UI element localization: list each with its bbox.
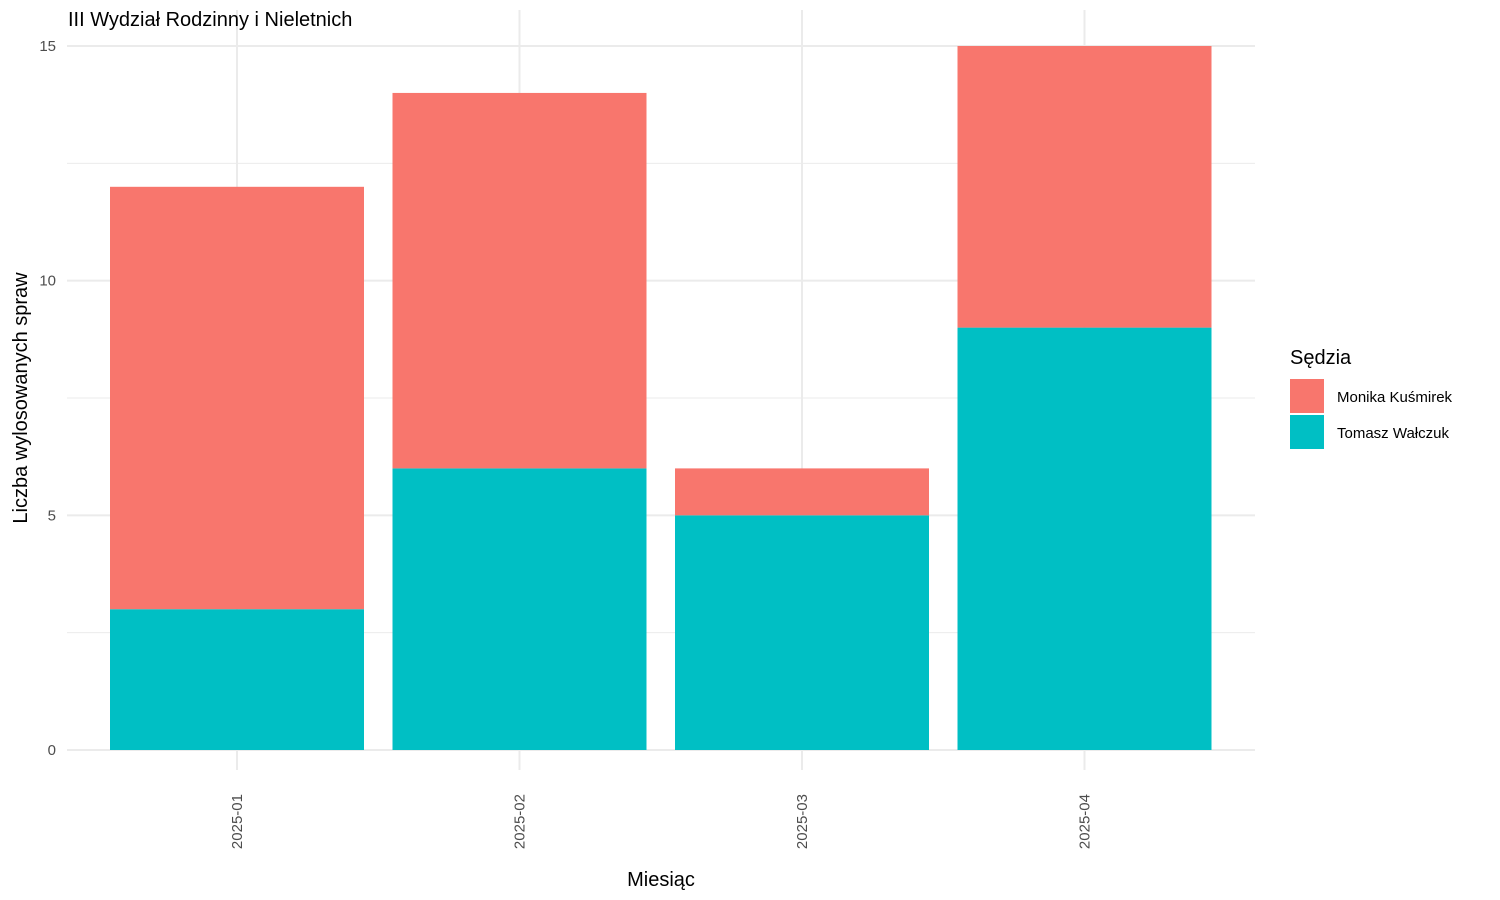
legend-items: Monika Kuśmirek Tomasz Wałczuk — [1290, 379, 1453, 449]
y-axis-ticks: 0 5 10 15 — [39, 38, 56, 759]
bar-segment — [675, 468, 929, 516]
legend-label: Monika Kuśmirek — [1337, 389, 1453, 406]
x-tick-label: 2025-04 — [1077, 794, 1094, 849]
x-tick-label: 2025-03 — [794, 794, 811, 849]
bar-segment — [392, 92, 647, 469]
bars-layer — [110, 46, 1212, 750]
chart-title: III Wydział Rodzinny i Nieletnich — [68, 9, 352, 31]
y-tick-label: 0 — [48, 742, 56, 759]
bar-segment — [957, 46, 1212, 328]
legend-swatch — [1290, 379, 1324, 413]
y-axis-title: Liczba wylosowanych spraw — [10, 272, 32, 524]
legend: Sędzia Monika Kuśmirek Tomasz Wałczuk — [1290, 347, 1453, 449]
x-tick-label: 2025-02 — [512, 794, 529, 849]
bar-segment — [110, 609, 364, 750]
x-axis-title: Miesiąc — [627, 869, 695, 891]
y-tick-label: 15 — [39, 38, 56, 55]
bar-segment — [957, 327, 1212, 750]
bar-segment — [110, 186, 364, 610]
bar-segment — [392, 468, 647, 750]
y-tick-label: 10 — [39, 273, 56, 290]
legend-label: Tomasz Wałczuk — [1337, 425, 1449, 442]
legend-swatch — [1290, 415, 1324, 449]
x-axis-ticks: 2025-01 2025-02 2025-03 2025-04 — [229, 794, 1094, 849]
y-tick-label: 5 — [48, 507, 56, 524]
bar-segment — [675, 515, 929, 750]
x-tick-label: 2025-01 — [229, 794, 246, 849]
legend-title: Sędzia — [1290, 347, 1352, 369]
